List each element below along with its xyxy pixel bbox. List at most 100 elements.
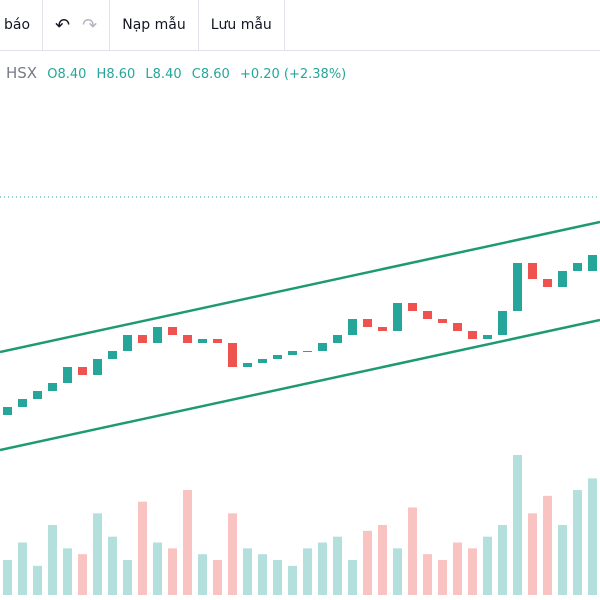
- separator: [283, 0, 285, 50]
- candle: [408, 303, 417, 311]
- candle: [318, 343, 327, 351]
- candle: [423, 311, 432, 319]
- candle: [273, 355, 282, 359]
- redo[interactable]: ↷: [82, 14, 98, 36]
- candle: [588, 255, 597, 271]
- volume-bar: [3, 560, 12, 595]
- candle: [63, 367, 72, 383]
- volume-bar: [573, 490, 582, 595]
- volume-bar: [558, 525, 567, 595]
- candle: [108, 351, 117, 359]
- undo[interactable]: ↶: [55, 14, 71, 36]
- volume-bar: [123, 560, 132, 595]
- candle: [558, 271, 567, 287]
- candle: [573, 263, 582, 271]
- volume-bar: [288, 565, 297, 595]
- volume-bar: [108, 536, 117, 595]
- candle: [288, 351, 297, 355]
- candle: [123, 335, 132, 351]
- candle: [18, 399, 27, 407]
- volume-bar: [168, 548, 177, 595]
- volume-bar: [423, 554, 432, 595]
- volume-bar: [528, 513, 537, 595]
- candle: [33, 391, 42, 399]
- high: H8.60: [96, 67, 136, 82]
- volume-bar: [363, 530, 372, 595]
- volume-bar: [438, 560, 447, 595]
- volume-bar: [183, 490, 192, 595]
- change: +0.20 (+2.38%): [239, 67, 347, 82]
- candle: [528, 263, 537, 279]
- candle: [393, 303, 402, 331]
- load-template[interactable]: Nạp mẫu: [122, 17, 186, 33]
- candle: [513, 263, 522, 311]
- candle: [258, 359, 267, 363]
- volume-bar: [588, 478, 597, 595]
- candle: [453, 323, 462, 331]
- volume-bar: [198, 554, 207, 595]
- candle: [378, 327, 387, 331]
- volume-bar: [483, 536, 492, 595]
- candle: [333, 335, 342, 343]
- volume-bar: [18, 542, 27, 595]
- candle: [153, 327, 162, 343]
- volume-bar: [513, 455, 522, 595]
- candle: [78, 367, 87, 375]
- candle: [228, 343, 237, 367]
- candle: [93, 359, 102, 375]
- volume-bar: [453, 542, 462, 595]
- separator: [42, 0, 44, 50]
- candle: [468, 331, 477, 339]
- volume-bar: [393, 548, 402, 595]
- volume-bar: [63, 548, 72, 595]
- menu-label[interactable]: báo: [4, 17, 31, 33]
- legend: HSX O8.40 H8.60 L8.40 C8.60 +0.20 (+2.38…: [6, 64, 352, 82]
- volume-bar: [78, 554, 87, 595]
- volume-bar: [33, 565, 42, 595]
- volume-bar: [228, 513, 237, 595]
- separator: [109, 0, 111, 50]
- volume-bar: [243, 548, 252, 595]
- volume-bar: [93, 513, 102, 595]
- candle: [543, 279, 552, 287]
- exchange: HSX: [6, 64, 38, 82]
- open: O8.40: [47, 67, 87, 82]
- volume-bar: [138, 501, 147, 595]
- volume-bar: [408, 507, 417, 595]
- candle: [303, 351, 312, 352]
- candle: [183, 335, 192, 343]
- channel-upper[interactable]: [0, 220, 600, 354]
- volume-bar: [378, 525, 387, 595]
- candle: [363, 319, 372, 327]
- volume-bar: [303, 548, 312, 595]
- channel-lower[interactable]: [0, 318, 600, 452]
- save-template[interactable]: Lưu mẫu: [210, 17, 272, 33]
- candle: [3, 407, 12, 415]
- volume-bar: [48, 525, 57, 595]
- volume-bar: [153, 542, 162, 595]
- candle: [483, 335, 492, 339]
- candle: [138, 335, 147, 343]
- volume-bar: [213, 560, 222, 595]
- candle: [213, 339, 222, 343]
- separator: [197, 0, 199, 50]
- volume-bar: [543, 495, 552, 595]
- volume-bar: [468, 548, 477, 595]
- candle: [168, 327, 177, 335]
- candle: [498, 311, 507, 335]
- candle: [348, 319, 357, 335]
- low: L8.40: [145, 67, 182, 82]
- candle: [243, 363, 252, 367]
- candle: [438, 319, 447, 323]
- volume-bar: [333, 536, 342, 595]
- candle: [48, 383, 57, 391]
- volume-bar: [348, 560, 357, 595]
- close: C8.60: [191, 67, 230, 82]
- volume-bar: [498, 525, 507, 595]
- volume-bar: [258, 554, 267, 595]
- volume-bar: [318, 542, 327, 595]
- toolbar: báo ↶ ↷ Nạp mẫu Lưu mẫu: [0, 0, 600, 51]
- candle: [198, 339, 207, 343]
